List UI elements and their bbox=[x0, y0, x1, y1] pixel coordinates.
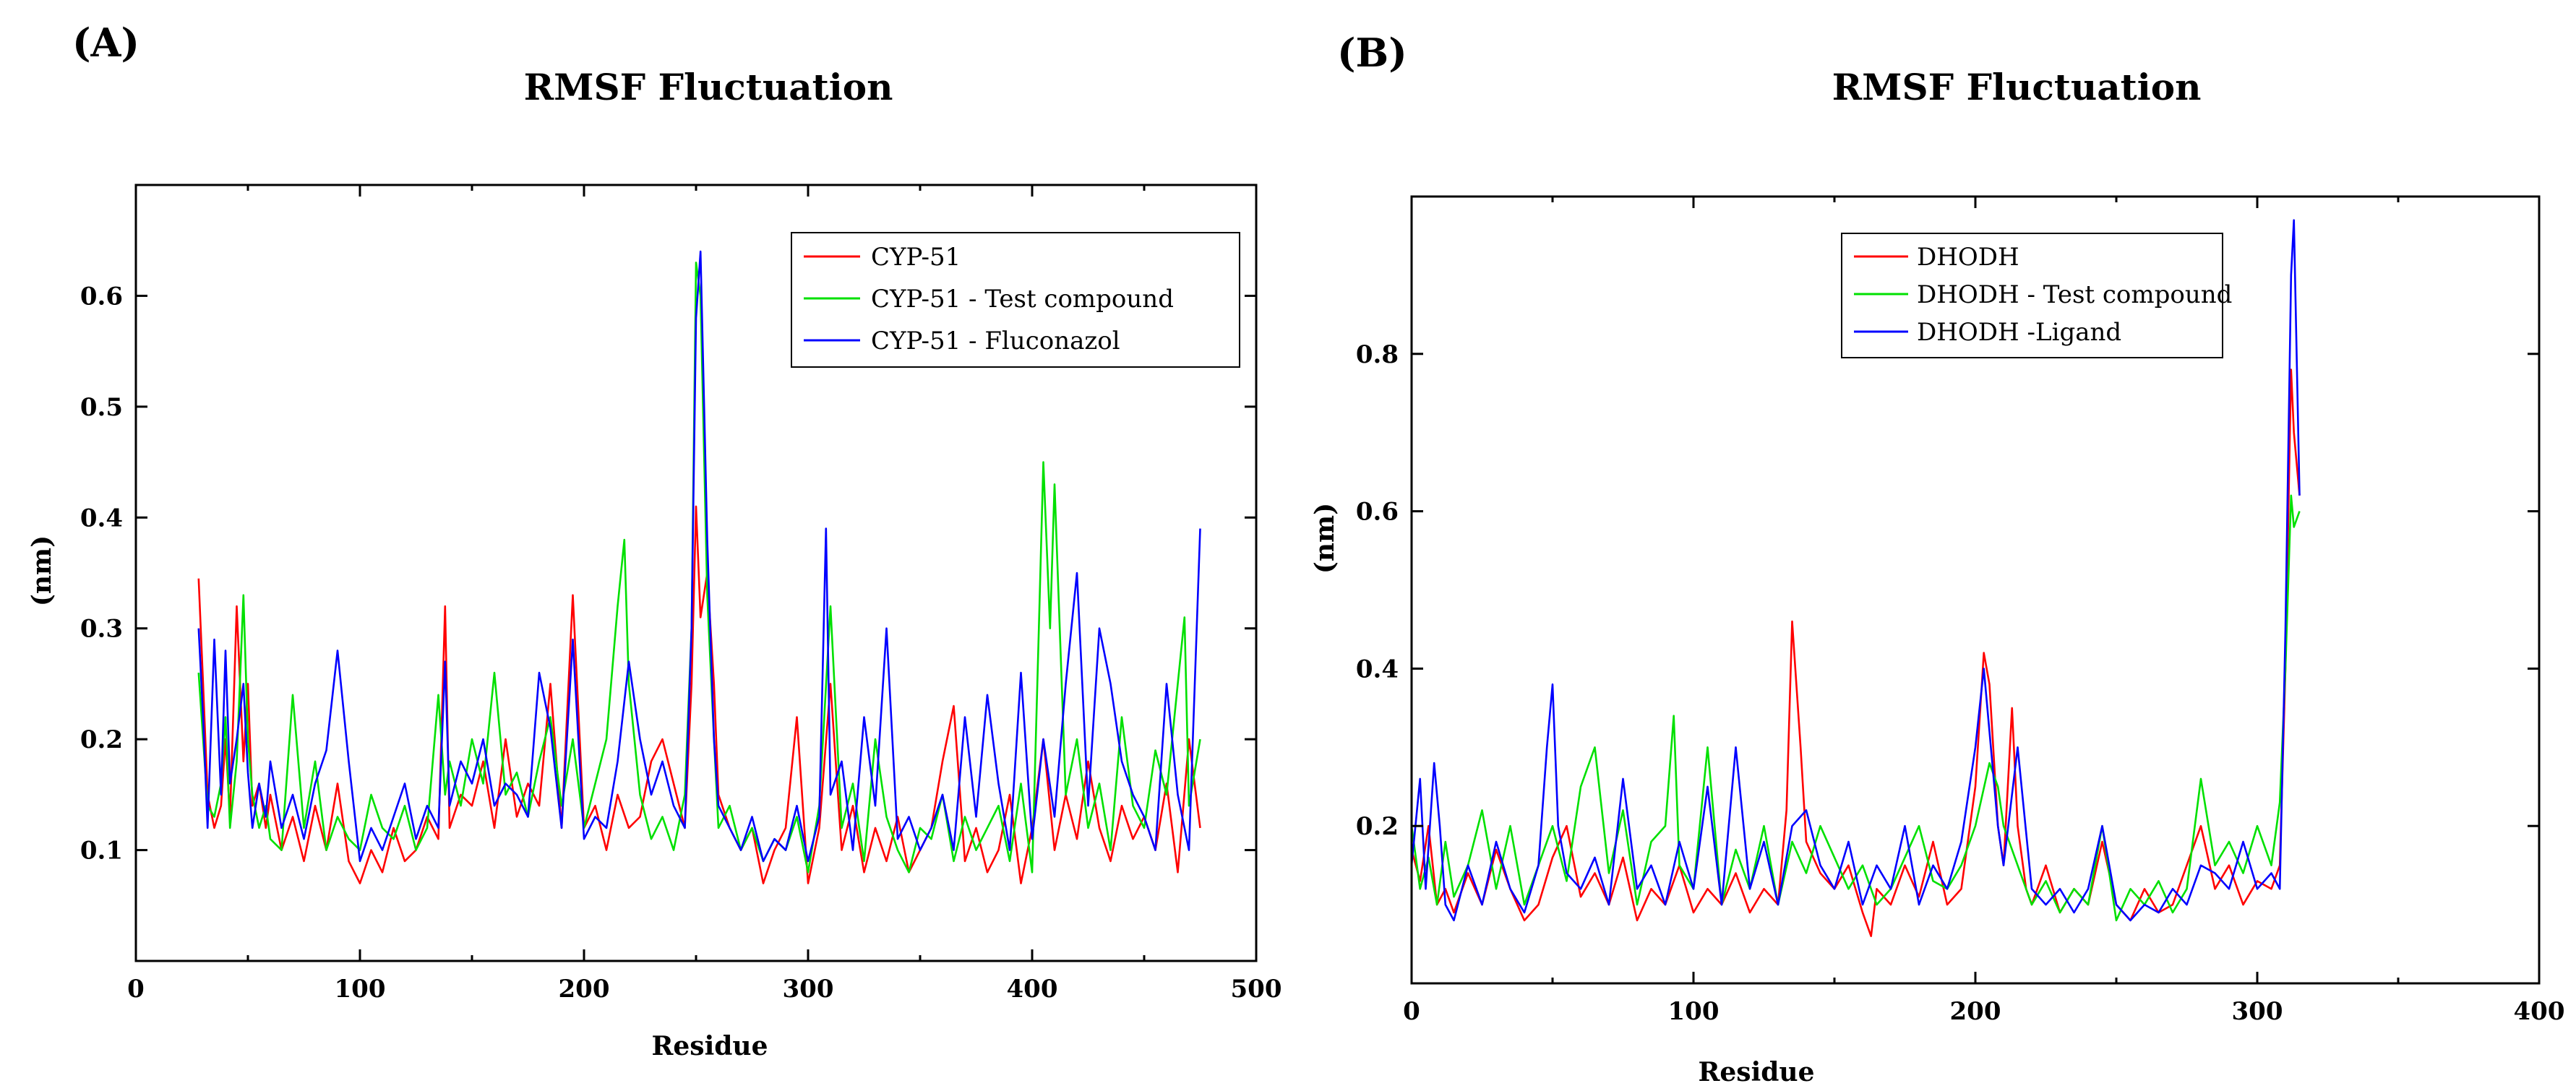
panel-a-legend-label-1: CYP-51 - Test compound bbox=[871, 285, 1174, 314]
panel-a-label: (A) bbox=[72, 20, 139, 66]
panel-a-ytick-label-3: 0.4 bbox=[80, 504, 123, 532]
panel-a-xlabel: Residue bbox=[651, 1031, 768, 1061]
panel-a-chart: (A) RMSF Fluctuation (nm) Residue 0 100 20… bbox=[27, 20, 1281, 1061]
panel-b-legend-box bbox=[1841, 233, 2223, 358]
panel-a-ticks: 0 100 200 300 400 500 0.1 0.2 0.3 0.4 0.5 0.6 bbox=[80, 185, 1282, 1004]
panel-b-xtick-label-1: 100 bbox=[1668, 997, 1720, 1026]
panel-b-ytick-label-3: 0.8 bbox=[1356, 340, 1399, 369]
panel-b-ytick-label-2: 0.6 bbox=[1356, 498, 1399, 527]
panel-a-title: RMSF Fluctuation bbox=[524, 66, 893, 108]
panel-a-xtick-label-0: 0 bbox=[127, 975, 145, 1004]
panel-b-series-0-line bbox=[1410, 368, 2301, 937]
panel-b-series bbox=[1410, 219, 2301, 937]
panel-a-series-0-line bbox=[197, 505, 1201, 884]
panel-a-ytick-label-1: 0.2 bbox=[80, 725, 123, 754]
panel-b-xtick-label-0: 0 bbox=[1403, 997, 1420, 1026]
panel-b-xtick-label-3: 300 bbox=[2232, 997, 2283, 1026]
panel-a-ytick-label-2: 0.3 bbox=[80, 615, 123, 644]
panel-b-ytick-label-0: 0.2 bbox=[1356, 812, 1399, 841]
panel-b-legend-label-2: DHODH -Ligand bbox=[1917, 318, 2121, 347]
panel-b-legend-label-1: DHODH - Test compound bbox=[1917, 280, 2232, 309]
panel-b-xtick-label-4: 400 bbox=[2514, 997, 2565, 1026]
panel-b-ticks: 0 100 200 300 400 0.2 0.4 0.6 0.8 bbox=[1356, 197, 2565, 1026]
panel-a-legend-label-2: CYP-51 - Fluconazol bbox=[871, 327, 1120, 355]
panel-a-legend: CYP-51 CYP-51 - Test compound CYP-51 - F… bbox=[791, 232, 1240, 368]
panel-b-series-2-line bbox=[1410, 219, 2301, 922]
panel-a-xtick-label-5: 500 bbox=[1231, 975, 1282, 1004]
panel-a-series bbox=[197, 250, 1201, 884]
panel-a-plot-frame bbox=[134, 184, 1258, 962]
panel-b-legend-label-0: DHODH bbox=[1917, 243, 2019, 272]
panel-b-label: (B) bbox=[1337, 30, 1407, 76]
panel-b-xtick-label-2: 200 bbox=[1950, 997, 2001, 1026]
panel-b-series-1-line bbox=[1410, 494, 2301, 922]
panel-a-legend-box bbox=[791, 232, 1240, 368]
panel-a-xtick-label-2: 200 bbox=[559, 975, 610, 1004]
panel-a-series-2-line bbox=[197, 250, 1201, 863]
panel-a-ytick-label-5: 0.6 bbox=[80, 282, 123, 311]
panel-b-chart: (B) RMSF Fluctuation (nm) Residue 0 100 20… bbox=[1310, 30, 2564, 1087]
panel-a-legend-label-0: CYP-51 bbox=[871, 243, 961, 272]
panel-a-xtick-label-4: 400 bbox=[1007, 975, 1058, 1004]
panel-b-ylabel: (nm) bbox=[1310, 503, 1340, 574]
panel-b-xlabel: Residue bbox=[1698, 1057, 1814, 1087]
panel-b-plot-frame bbox=[1410, 195, 2541, 985]
panel-b-legend: DHODH DHODH - Test compound DHODH -Ligan… bbox=[1841, 233, 2232, 358]
panel-a-xtick-label-3: 300 bbox=[783, 975, 834, 1004]
panel-a-series-1-line bbox=[197, 262, 1201, 874]
panel-a-ytick-label-4: 0.5 bbox=[80, 393, 123, 422]
panel-a-ytick-label-0: 0.1 bbox=[80, 837, 123, 866]
panel-b-title: RMSF Fluctuation bbox=[1832, 66, 2202, 108]
panel-a-xtick-label-1: 100 bbox=[335, 975, 386, 1004]
panel-a-ylabel: (nm) bbox=[27, 535, 57, 606]
panel-b-ytick-label-1: 0.4 bbox=[1356, 655, 1399, 684]
